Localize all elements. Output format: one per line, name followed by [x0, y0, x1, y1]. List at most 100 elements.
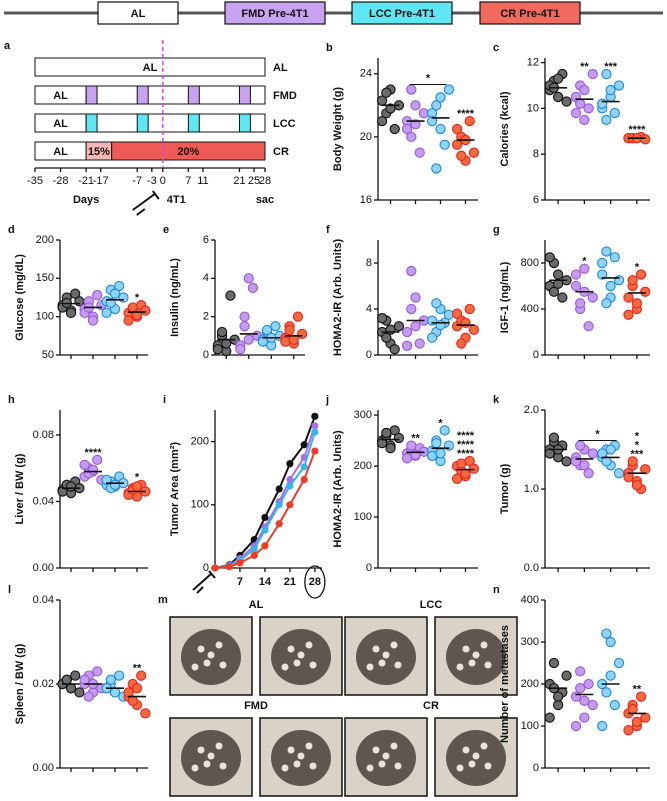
data-point	[385, 103, 396, 114]
panel-letter: a	[4, 40, 11, 52]
row-label: LCC	[273, 118, 296, 130]
data-point	[376, 437, 388, 449]
significance: **	[411, 433, 420, 445]
metastasis	[207, 752, 215, 760]
y-tick-label: 0	[366, 562, 372, 574]
y-tick-label: 200	[36, 234, 54, 246]
data-point	[381, 87, 392, 98]
data-point	[123, 687, 134, 698]
metastasis	[305, 641, 313, 649]
data-point	[426, 332, 438, 343]
data-point	[401, 326, 413, 338]
data-point	[79, 459, 90, 471]
y-tick-label: 0.02	[33, 678, 54, 690]
metastasis	[203, 659, 211, 667]
y-axis-label: Insulin (ng/mL)	[169, 258, 181, 337]
data-point	[235, 344, 246, 355]
data-point	[406, 303, 417, 315]
data-point	[552, 91, 564, 103]
y-tick-label: 0.04	[33, 495, 54, 507]
y-axis-label: Tumor Area (mm²)	[169, 442, 181, 536]
metastasis	[480, 742, 488, 750]
x-tick-label: 28	[259, 175, 271, 187]
data-point	[435, 448, 446, 459]
data-point	[109, 687, 121, 698]
data-point	[575, 683, 586, 694]
data-point	[627, 275, 638, 286]
data-point	[579, 460, 590, 471]
y-tick-label: 300	[354, 409, 372, 421]
data-point	[114, 280, 125, 292]
y-tick-label: 0	[203, 562, 209, 574]
data-point	[70, 288, 81, 299]
significance: *	[635, 439, 640, 451]
significance: *	[438, 417, 443, 429]
data-point	[123, 315, 134, 326]
data-point	[623, 309, 634, 320]
data-point	[275, 485, 283, 493]
data-point	[410, 100, 421, 111]
data-point	[381, 332, 392, 343]
x-tick-label: 25	[248, 175, 260, 187]
data-point	[410, 321, 421, 332]
data-point	[623, 292, 634, 303]
x-tick-label: -21	[78, 175, 94, 187]
data-point	[456, 150, 467, 161]
data-point	[389, 344, 400, 355]
panel-letter: j	[325, 394, 329, 406]
data-point	[579, 263, 590, 274]
data-point	[261, 324, 273, 336]
metastasis	[366, 663, 374, 671]
data-point	[435, 319, 446, 331]
data-point	[451, 308, 463, 319]
panel-letter: h	[8, 394, 15, 406]
data-point	[548, 432, 560, 443]
data-point	[431, 437, 442, 449]
data-point	[635, 269, 647, 280]
data-point	[456, 458, 467, 469]
data-point	[401, 340, 413, 351]
data-point	[406, 440, 417, 451]
x-tick-label: 28	[309, 576, 321, 588]
y-tick-label: 1.0	[524, 483, 539, 495]
legend-label: FMD Pre-4T1	[241, 8, 308, 20]
significance: *	[426, 72, 431, 84]
data-point	[464, 115, 475, 127]
data-point	[381, 427, 392, 439]
data-point	[601, 298, 612, 309]
y-axis-label: HOMA2-IR (Arb. Units)	[332, 430, 344, 548]
data-point	[597, 269, 608, 280]
data-point	[385, 443, 396, 454]
data-point	[575, 298, 586, 309]
data-point	[640, 712, 651, 723]
data-point	[435, 92, 446, 103]
data-point	[579, 712, 590, 723]
panel-letter: e	[163, 224, 169, 236]
data-point	[635, 691, 647, 702]
data-point	[439, 425, 450, 436]
y-tick-label: 4	[366, 303, 372, 315]
data-point	[552, 699, 564, 711]
y-tick-label: 0.08	[33, 429, 54, 441]
data-point	[286, 460, 294, 468]
data-point	[613, 80, 625, 91]
y-tick-label: 8	[533, 148, 539, 160]
data-point	[136, 670, 147, 681]
data-point	[401, 123, 413, 135]
y-tick-label: 4	[203, 272, 209, 284]
data-point	[286, 475, 294, 484]
row-label: CR	[273, 146, 289, 158]
data-point	[261, 542, 269, 550]
data-point	[609, 252, 620, 263]
end-label: sac	[256, 194, 274, 206]
syringe-icon	[192, 570, 216, 594]
x-tick-label: -28	[53, 175, 69, 187]
data-point	[65, 481, 77, 492]
data-point	[393, 321, 405, 332]
metastasis	[309, 661, 317, 669]
data-point	[597, 720, 608, 732]
panel-letter: l	[8, 584, 11, 596]
data-point	[131, 683, 143, 694]
data-point	[236, 559, 244, 567]
data-point	[605, 636, 616, 648]
